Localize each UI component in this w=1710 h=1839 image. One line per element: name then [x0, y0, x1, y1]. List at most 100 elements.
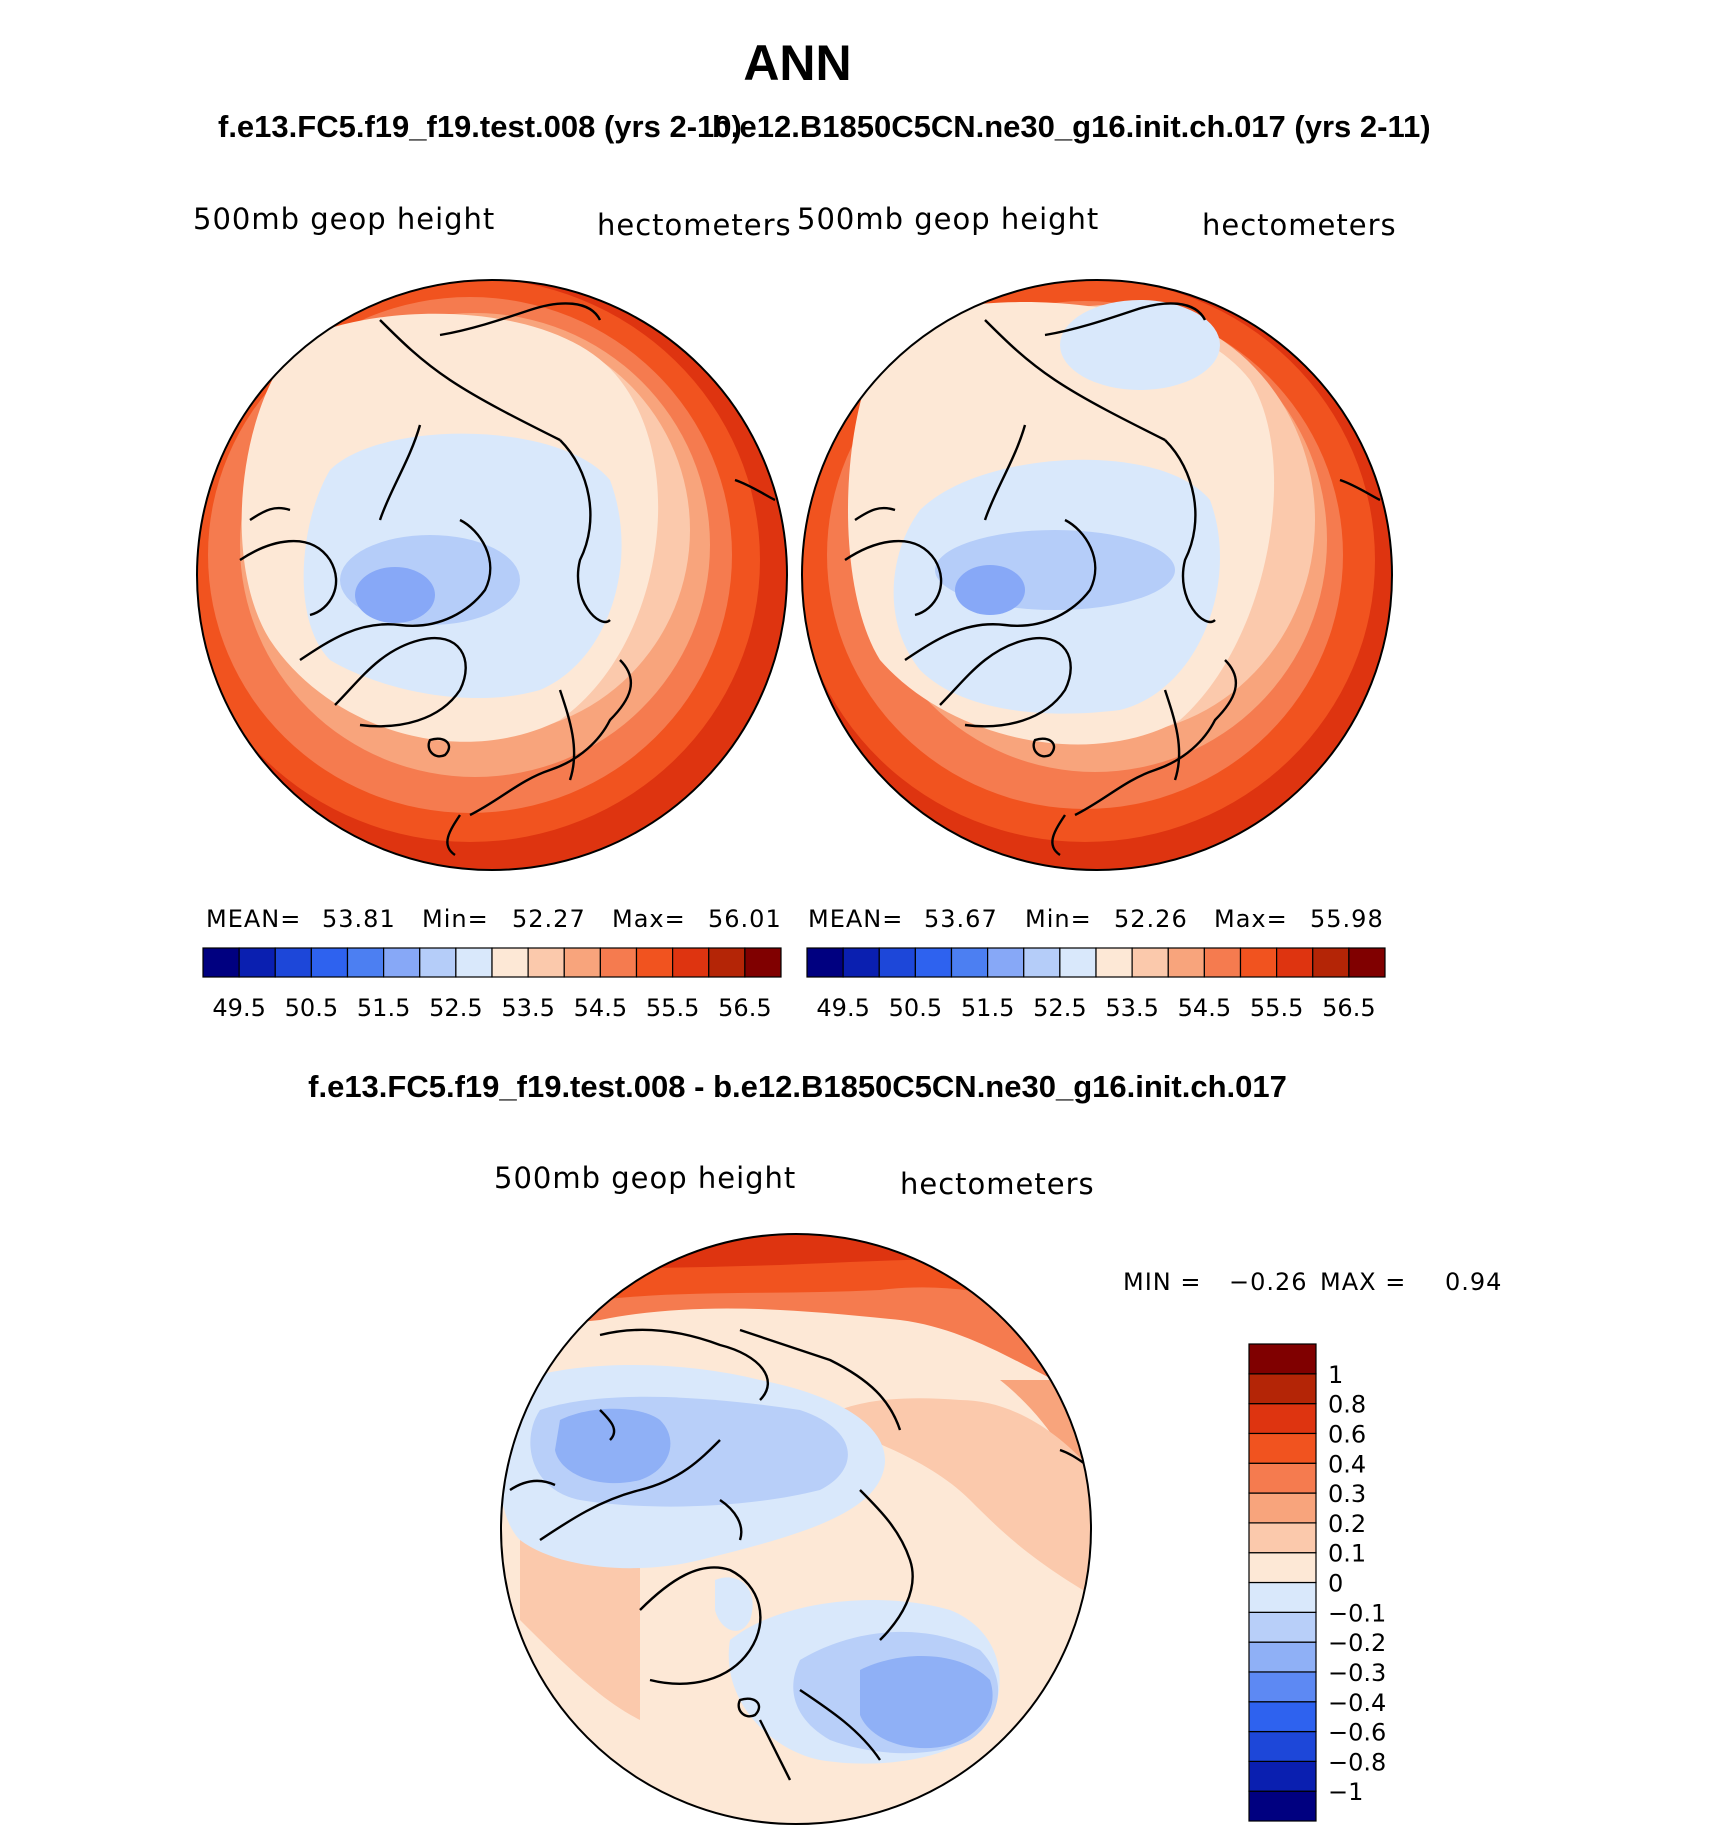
cb3-tick-label: −0.4 [1328, 1689, 1386, 1717]
panel1-mean-label: MEAN= [206, 905, 302, 933]
cb2-swatch-11 [1203, 947, 1242, 978]
cb3-swatch-9 [1248, 1522, 1317, 1554]
cb2-swatch-6 [1023, 947, 1061, 978]
cb3-swatch-15 [1248, 1343, 1317, 1375]
cb3-tick-label: 0.8 [1328, 1391, 1366, 1419]
diff-max-label: MAX = [1320, 1268, 1407, 1296]
cb1-swatch-0 [202, 947, 240, 978]
cb3-tick-label: −1 [1328, 1778, 1363, 1806]
cb3-swatch-8 [1248, 1552, 1317, 1584]
cb2-tick-label: 49.5 [816, 994, 869, 1022]
colorbar-panel-2: 49.5 50.5 51.5 52.5 53.5 54.5 55.5 56.5 [806, 947, 1386, 1022]
cb2-swatch-1 [842, 947, 880, 978]
cb2-tick-label: 55.5 [1250, 994, 1303, 1022]
cb3-tick-label: 0.2 [1328, 1510, 1366, 1538]
diff-units-label: hectometers [900, 1167, 1095, 1201]
cb3-tick-label: −0.3 [1328, 1659, 1386, 1687]
cb1-tick-label: 55.5 [646, 994, 699, 1022]
map-panel-1 [196, 279, 788, 871]
panel2-max-value: 55.98 [1310, 905, 1384, 933]
panel2-min-label: Min= [1025, 905, 1092, 933]
panel2-mean-label: MEAN= [808, 905, 904, 933]
page-title: ANN [743, 35, 852, 91]
cb1-swatch-7 [455, 947, 493, 978]
cb3-tick-label: 0.6 [1328, 1420, 1366, 1448]
cb3-tick-label: 0.1 [1328, 1540, 1366, 1568]
panel2-min-value: 52.26 [1114, 905, 1188, 933]
diff-min-label: MIN = [1123, 1268, 1202, 1296]
panel1-min-value: 52.27 [512, 905, 586, 933]
cb2-swatch-4 [950, 947, 989, 978]
cb1-tick-label: 56.5 [718, 994, 771, 1022]
cb1-swatch-14 [708, 947, 746, 978]
cb3-tick-label: −0.8 [1328, 1748, 1386, 1776]
panel1-mean-value: 53.81 [322, 905, 396, 933]
colorbar-difference: −1−0.8−0.6−0.4−0.3−0.2−0.100.10.20.30.40… [1248, 1343, 1386, 1822]
cb2-swatch-15 [1348, 947, 1386, 978]
cb2-tick-label: 52.5 [1033, 994, 1086, 1022]
cb1-swatch-8 [491, 947, 529, 978]
cb1-tick-label: 49.5 [212, 994, 265, 1022]
cb3-swatch-4 [1248, 1671, 1317, 1703]
cb3-swatch-0 [1248, 1790, 1317, 1822]
cb1-swatch-9 [527, 947, 565, 978]
cb3-tick-label: 0.3 [1328, 1480, 1366, 1508]
panel2-variable-label: 500mb geop height [797, 202, 1100, 236]
diff-max-value: 0.94 [1445, 1268, 1503, 1296]
cb2-swatch-8 [1095, 947, 1133, 978]
panel1-variable-label: 500mb geop height [193, 202, 496, 236]
cb2-swatch-12 [1239, 947, 1278, 978]
cb1-tick-label: 52.5 [429, 994, 482, 1022]
cb1-swatch-11 [599, 947, 638, 978]
cb1-tick-label: 54.5 [574, 994, 627, 1022]
cb2-tick-label: 53.5 [1105, 994, 1158, 1022]
cb2-swatch-5 [987, 947, 1025, 978]
panel2-mean-value: 53.67 [924, 905, 998, 933]
cb2-tick-label: 50.5 [889, 994, 942, 1022]
cb1-swatch-15 [744, 947, 782, 978]
cb2-swatch-3 [914, 947, 953, 978]
cb3-swatch-12 [1248, 1432, 1317, 1464]
cb3-swatch-7 [1248, 1581, 1317, 1613]
cb1-swatch-13 [672, 947, 710, 978]
cb3-swatch-1 [1248, 1760, 1317, 1792]
cb3-swatch-11 [1248, 1462, 1317, 1494]
cb2-tick-label: 54.5 [1178, 994, 1231, 1022]
panel1-units-label: hectometers [597, 208, 792, 242]
cb2-swatch-7 [1059, 947, 1097, 978]
cb1-swatch-10 [563, 947, 601, 978]
cb1-swatch-1 [238, 947, 276, 978]
cb2-swatch-10 [1167, 947, 1205, 978]
cb2-swatch-0 [806, 947, 844, 978]
cb3-swatch-3 [1248, 1701, 1317, 1733]
cb2-swatch-2 [878, 947, 916, 978]
panel1-min-label: Min= [422, 905, 489, 933]
cb1-tick-label: 53.5 [501, 994, 554, 1022]
cb3-tick-label: 1 [1328, 1361, 1343, 1389]
cb1-swatch-12 [635, 947, 674, 978]
cb3-swatch-10 [1248, 1492, 1317, 1524]
cb1-tick-label: 51.5 [357, 994, 410, 1022]
map-panel-difference [500, 1233, 1092, 1825]
panel1-max-value: 56.01 [708, 905, 782, 933]
cb1-swatch-2 [274, 947, 312, 978]
panel2-max-label: Max= [1214, 905, 1288, 933]
cb1-swatch-5 [383, 947, 421, 978]
cb2-tick-label: 56.5 [1322, 994, 1375, 1022]
diff-header: f.e13.FC5.f19_f19.test.008 - b.e12.B1850… [308, 1069, 1287, 1104]
colorbar-panel-1: 49.5 50.5 51.5 52.5 53.5 54.5 55.5 56.5 [202, 947, 782, 1022]
cb3-swatch-2 [1248, 1730, 1317, 1762]
cb3-tick-label: −0.2 [1328, 1629, 1386, 1657]
cb3-tick-label: −0.6 [1328, 1719, 1386, 1747]
case1-header: f.e13.FC5.f19_f19.test.008 (yrs 2-10) [218, 109, 742, 144]
cb1-tick-label: 50.5 [285, 994, 338, 1022]
panel2-units-label: hectometers [1202, 208, 1397, 242]
cb3-tick-label: 0 [1328, 1570, 1343, 1598]
cb3-tick-label: −0.1 [1328, 1599, 1386, 1627]
case2-header: b.e12.B1850C5CN.ne30_g16.init.ch.017 (yr… [712, 109, 1431, 144]
cb2-tick-label: 51.5 [961, 994, 1014, 1022]
cb1-swatch-4 [346, 947, 385, 978]
cb3-swatch-5 [1248, 1641, 1317, 1673]
cb3-swatch-14 [1248, 1373, 1317, 1405]
